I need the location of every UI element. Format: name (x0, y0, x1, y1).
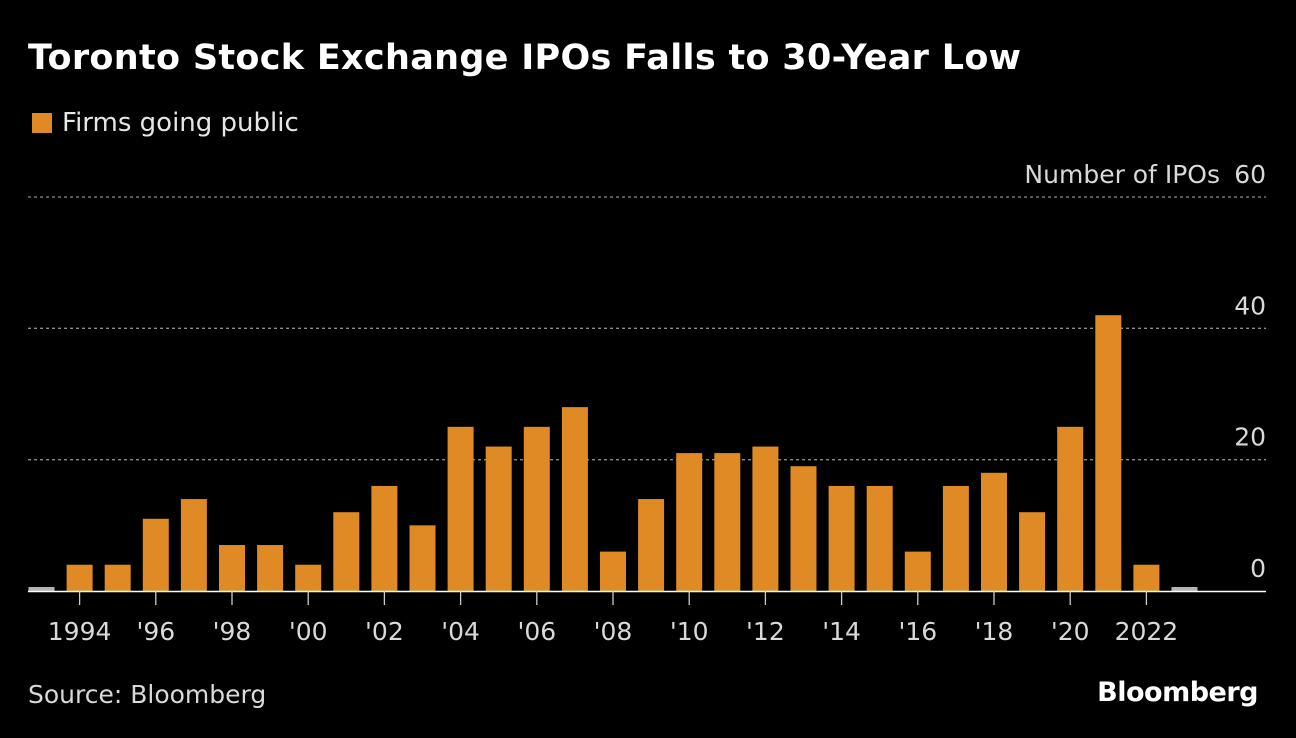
bar-2022 (1133, 564, 1160, 591)
x-tick-label: '16 (898, 617, 937, 646)
legend: Firms going public (32, 108, 299, 138)
bar-2001 (333, 512, 360, 591)
bar-2008 (600, 551, 626, 591)
x-tick-label: '04 (441, 617, 480, 646)
bar-2023 (1171, 587, 1198, 591)
bar-2013 (790, 466, 817, 591)
bar-2016 (904, 551, 931, 591)
y-tick-label: 60 (1234, 160, 1266, 189)
x-tick-label: '06 (517, 617, 556, 646)
bar-2009 (638, 499, 665, 591)
bar-2019 (1019, 512, 1046, 591)
grid-lines (28, 196, 1266, 461)
x-tick-label: '10 (670, 617, 709, 646)
bar-2006 (523, 426, 550, 591)
bar-2010 (676, 453, 703, 591)
bar-2011 (714, 453, 741, 591)
x-tick-label: '18 (975, 617, 1014, 646)
y-tick-label: 0 (1250, 554, 1266, 583)
bar-2002 (371, 485, 398, 591)
x-tick-label: '20 (1051, 617, 1090, 646)
bar-2014 (828, 485, 855, 591)
x-tick-label: '02 (365, 617, 404, 646)
x-tick-label: '08 (594, 617, 633, 646)
bar-2020 (1057, 426, 1084, 591)
bar-1999 (257, 545, 284, 591)
y-tick-label: 40 (1234, 291, 1266, 320)
bar-2005 (485, 446, 512, 591)
x-tick-label: '12 (746, 617, 785, 646)
bar-1993 (28, 587, 55, 591)
bar-2004 (447, 426, 474, 591)
axes: 0 20 40 60 Number of IPOs 1994 '96 '98 '00 '02 '04… (28, 160, 1266, 646)
x-tick-label: '96 (136, 617, 175, 646)
x-tick-label: 2022 (1115, 617, 1179, 646)
bar-2021 (1095, 315, 1122, 591)
bar-2003 (409, 525, 436, 591)
bar-2017 (942, 485, 969, 591)
bar-2018 (981, 472, 1007, 591)
x-tick-label: '00 (289, 617, 328, 646)
y-axis-title: Number of IPOs (1024, 160, 1220, 189)
bar-1995 (104, 564, 131, 591)
x-tick-label: 1994 (48, 617, 112, 646)
source-note: Source: Bloomberg (28, 680, 267, 709)
bar-1997 (180, 499, 207, 591)
bloomberg-logo: Bloomberg (1097, 677, 1258, 708)
bar-2007 (561, 407, 588, 591)
bar-2000 (295, 564, 322, 591)
x-tick-label: '14 (822, 617, 861, 646)
x-tick-label: '98 (213, 617, 252, 646)
legend-swatch (32, 113, 52, 133)
legend-label: Firms going public (62, 108, 299, 138)
chart-title: Toronto Stock Exchange IPOs Falls to 30-… (28, 38, 1022, 78)
bar-2015 (866, 485, 893, 591)
bar-1996 (142, 518, 169, 591)
bar-2012 (752, 446, 779, 591)
bar-1998 (219, 545, 245, 591)
bars (28, 315, 1198, 591)
bar-1994 (66, 564, 93, 591)
y-tick-label: 20 (1234, 423, 1266, 452)
